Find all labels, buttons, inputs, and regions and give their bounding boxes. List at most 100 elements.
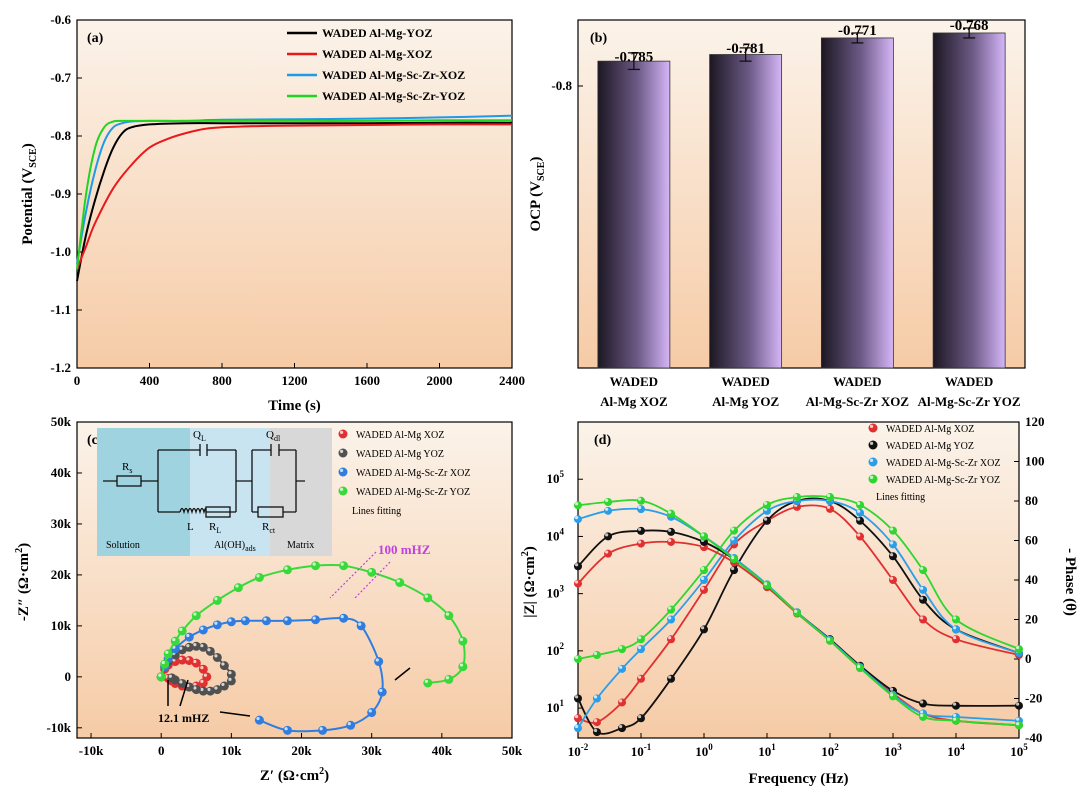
data-point-c [212, 595, 222, 605]
x-tick-label-c: 20k [291, 743, 312, 758]
panel-a: 0 400 800 1200 1600 2000 2400 -0.6 -0.7 -0.8 -0.9 -… [20, 12, 525, 414]
data-point-phase-shine [827, 505, 831, 509]
data-point-impedance-body [604, 532, 613, 541]
data-point-phase [618, 698, 627, 707]
data-point-c [184, 632, 194, 642]
data-point-c-body [212, 595, 222, 605]
data-point-c [311, 561, 321, 571]
inset-label-ql-sub: L [201, 434, 206, 443]
data-point-c [184, 642, 194, 652]
legend-label-d: WADED Al-Mg YOZ [886, 441, 974, 452]
x-tick-base-d: 10 [1010, 744, 1023, 759]
data-point-phase-body [637, 645, 645, 654]
resistor-rl [205, 506, 231, 518]
data-point-c [226, 676, 236, 686]
y-left-axis-label-d-main: |Z| (Ω·cm [522, 556, 538, 618]
data-point-impedance [604, 549, 613, 558]
data-point-c-shine [312, 562, 316, 566]
data-point-c-body [198, 625, 208, 635]
data-point-phase [826, 504, 834, 513]
data-point-c-shine [186, 657, 190, 661]
data-point-phase [952, 615, 960, 624]
data-point-phase-shine [890, 576, 894, 581]
data-point-c [395, 578, 405, 588]
data-point-impedance [856, 664, 865, 673]
legend-label-a: WADED Al-Mg-XOZ [322, 47, 432, 61]
data-point-impedance-body [952, 701, 960, 710]
data-point-c-shine [228, 677, 232, 681]
category-label-line2: Al-Mg-Sc-Zr XOZ [806, 394, 910, 409]
data-point-impedance-shine [575, 563, 579, 567]
category-label-line2: Al-Mg YOZ [712, 394, 779, 409]
data-point-phase-body [793, 493, 802, 502]
data-point-phase-shine [827, 493, 831, 498]
y-axis-label-a: Potential (VSCE) [20, 143, 39, 245]
data-point-c [177, 626, 187, 636]
data-point-c [282, 725, 292, 735]
data-point-phase-shine [857, 501, 861, 505]
data-point-phase [730, 536, 739, 545]
data-point-phase [763, 500, 771, 509]
data-point-impedance-shine [605, 507, 609, 511]
data-point-impedance [574, 501, 582, 510]
x-axis-label-c-sup: 2 [319, 766, 324, 777]
data-point-phase-shine [1016, 645, 1020, 650]
data-point-c [160, 659, 170, 669]
data-point-impedance-body [574, 579, 582, 588]
data-point-c [191, 641, 201, 651]
inset-label-rs-sub: s [129, 466, 132, 475]
y-tick-label-c: 30k [51, 516, 72, 531]
data-point-phase-shine [575, 695, 579, 699]
data-point-impedance [889, 692, 897, 701]
data-point-phase-shine [764, 501, 768, 505]
data-point-c-shine [459, 637, 464, 642]
data-point-phase-body [826, 504, 834, 513]
inset-label-qdl: Qdl [266, 429, 281, 443]
y-axis-label-a-main: Potential (V [20, 168, 36, 245]
x-tick-exp-d: -2 [581, 742, 589, 752]
annotation-arrow-100mhz [329, 551, 377, 599]
data-point-c-body [339, 561, 349, 571]
data-point-phase-shine [593, 728, 598, 733]
inset-label-rct-main: R [262, 521, 270, 533]
data-point-phase-shine [701, 566, 705, 571]
data-point-phase [667, 674, 676, 683]
inset-label-rct: Rct [262, 521, 276, 535]
data-point-phase-body [919, 595, 928, 604]
legend-marker-c-body [338, 486, 348, 496]
data-point-c [219, 661, 229, 671]
data-point-c-shine [375, 658, 379, 662]
data-point-c-body [254, 715, 264, 725]
data-point-phase-body [952, 625, 960, 634]
data-point-phase-body [730, 536, 739, 545]
data-point-impedance [637, 539, 645, 548]
data-point-c [233, 583, 243, 593]
y-left-tick-label-d: 101 [547, 698, 565, 715]
inset-film-region [190, 428, 280, 556]
data-point-c-shine [284, 727, 288, 731]
inset-region-film-main: Al(OH) [214, 540, 245, 551]
circuit-wires [103, 449, 305, 513]
data-point-c [184, 656, 194, 666]
y-axis-label-c-sup: 2 [14, 548, 25, 553]
data-point-phase [763, 516, 771, 525]
data-point-phase-body [700, 576, 708, 584]
data-point-c [282, 565, 292, 575]
data-point-phase-body [592, 694, 601, 703]
legend-marker-c [338, 448, 348, 458]
data-point-c [212, 620, 222, 630]
data-point-phase-body [952, 615, 960, 624]
panel-c: -10k 0 10k 20k 30k 40k 50k -10k 0 10k 20k 30k 40k 50k… [14, 414, 523, 784]
data-point-c-shine [445, 676, 450, 680]
legend-marker-c [338, 429, 348, 439]
data-point-phase [574, 655, 582, 663]
data-point-impedance-shine [638, 527, 642, 531]
data-point-phase-shine [619, 724, 623, 729]
data-point-c-shine [284, 566, 288, 570]
data-point-phase-body [730, 566, 739, 575]
data-point-c [367, 567, 377, 577]
data-point-c [198, 686, 208, 696]
data-point-phase-body [763, 500, 771, 509]
data-point-phase [952, 625, 960, 634]
